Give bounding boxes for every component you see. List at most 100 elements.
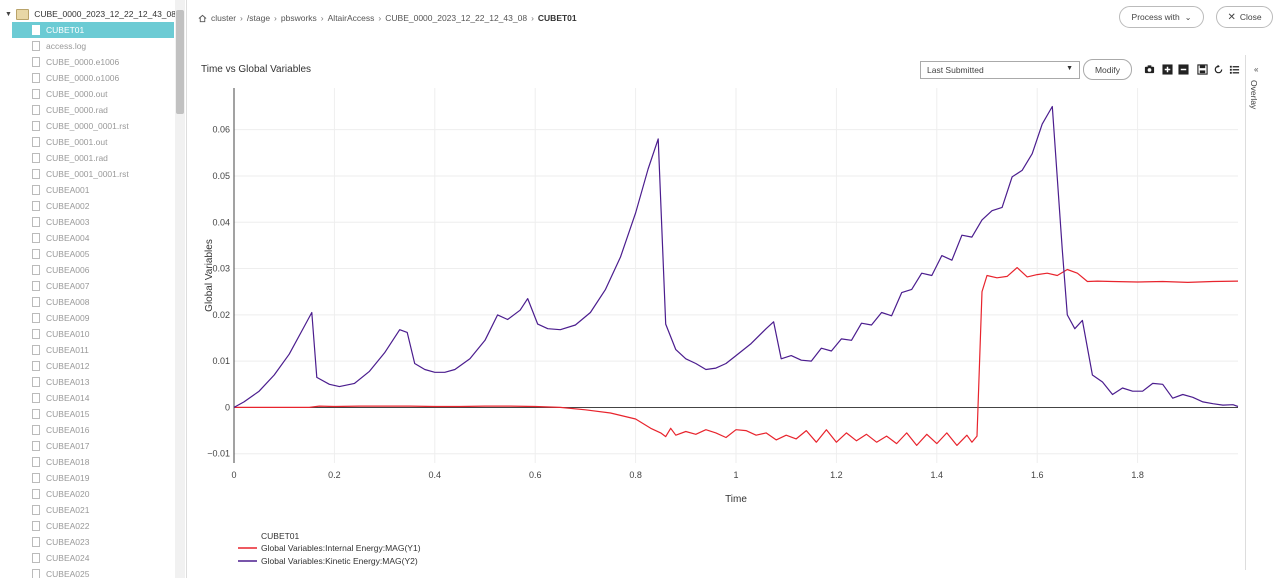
tree-file-item[interactable]: CUBEA024: [0, 550, 176, 566]
tree-file-item[interactable]: CUBEA025: [0, 566, 176, 578]
tree-root-folder[interactable]: ▼ CUBE_0000_2023_12_22_12_43_08: [0, 6, 176, 22]
file-icon: [32, 553, 40, 563]
breadcrumb-item[interactable]: CUBE_0000_2023_12_22_12_43_08: [385, 13, 528, 23]
file-icon: [32, 121, 40, 131]
tree-file-label: CUBEA010: [46, 329, 90, 339]
tree-file-item[interactable]: CUBEA022: [0, 518, 176, 534]
file-icon: [32, 169, 40, 179]
tree-file-item[interactable]: CUBEA019: [0, 470, 176, 486]
file-icon: [32, 137, 40, 147]
process-with-label: Process with: [1131, 12, 1180, 22]
file-icon: [32, 393, 40, 403]
tree-file-item[interactable]: CUBET01: [12, 22, 174, 38]
file-icon: [32, 57, 40, 67]
tree-file-label: CUBEA014: [46, 393, 90, 403]
tree-file-item[interactable]: CUBEA012: [0, 358, 176, 374]
chevron-down-icon: ⌄: [1184, 12, 1192, 22]
tree-file-item[interactable]: CUBEA002: [0, 198, 176, 214]
tree-file-label: CUBEA007: [46, 281, 90, 291]
tree-file-item[interactable]: CUBEA008: [0, 294, 176, 310]
tree-file-item[interactable]: CUBEA015: [0, 406, 176, 422]
tree-file-item[interactable]: CUBE_0000.e1006: [0, 54, 176, 70]
file-tree: ▼ CUBE_0000_2023_12_22_12_43_08 CUBET01 a…: [0, 6, 176, 578]
tree-file-item[interactable]: CUBEA001: [0, 182, 176, 198]
tree-file-item[interactable]: CUBE_0001.out: [0, 134, 176, 150]
tree-file-item[interactable]: CUBEA011: [0, 342, 176, 358]
breadcrumb-item[interactable]: AltairAccess: [327, 13, 375, 23]
camera-icon[interactable]: [1144, 64, 1155, 75]
y-tick-label: −0.01: [207, 449, 230, 459]
chevron-left-icon[interactable]: «: [1254, 65, 1259, 74]
tree-file-label: CUBEA013: [46, 377, 90, 387]
file-icon: [32, 361, 40, 371]
scrollbar-thumb[interactable]: [176, 10, 184, 114]
tree-file-item[interactable]: CUBEA010: [0, 326, 176, 342]
home-icon[interactable]: [198, 14, 207, 23]
tree-file-label: CUBE_0000.out: [46, 89, 108, 99]
save-icon[interactable]: [1197, 64, 1208, 75]
breadcrumb-separator: ›: [320, 13, 324, 23]
breadcrumb-item[interactable]: cluster: [211, 13, 237, 23]
tree-file-item[interactable]: CUBE_0000.out: [0, 86, 176, 102]
tree-file-label: CUBEA020: [46, 489, 90, 499]
tree-file-label: CUBEA017: [46, 441, 90, 451]
tree-file-item[interactable]: CUBEA006: [0, 262, 176, 278]
tree-file-label: CUBEA016: [46, 425, 90, 435]
file-icon: [32, 281, 40, 291]
file-icon: [32, 105, 40, 115]
tree-file-item[interactable]: CUBEA009: [0, 310, 176, 326]
tree-file-item[interactable]: CUBE_0000.rad: [0, 102, 176, 118]
breadcrumb-item[interactable]: pbsworks: [280, 13, 317, 23]
tree-file-item[interactable]: CUBE_0001_0001.rst: [0, 166, 176, 182]
tree-file-item[interactable]: CUBE_0001.rad: [0, 150, 176, 166]
tree-file-item[interactable]: CUBEA021: [0, 502, 176, 518]
tree-root-label: CUBE_0000_2023_12_22_12_43_08: [34, 9, 176, 19]
y-tick-label: 0.05: [212, 171, 230, 181]
tree-file-label: CUBE_0000.o1006: [46, 73, 120, 83]
kinetic-energy-series-line: [233, 105, 1239, 408]
tree-file-item[interactable]: CUBEA014: [0, 390, 176, 406]
tree-file-item[interactable]: CUBEA013: [0, 374, 176, 390]
tree-file-label: CUBEA012: [46, 361, 90, 371]
modify-button[interactable]: Modify: [1083, 59, 1132, 80]
y-tick-label: 0.03: [212, 264, 230, 274]
sidebar-scrollbar[interactable]: [175, 0, 185, 578]
close-icon: ✕: [1227, 11, 1236, 23]
close-button[interactable]: ✕ Close: [1216, 6, 1273, 28]
reset-icon[interactable]: [1213, 64, 1224, 75]
breadcrumb-item[interactable]: /stage: [246, 13, 271, 23]
process-with-button[interactable]: Process with ⌄: [1119, 6, 1204, 28]
tree-file-item[interactable]: CUBEA018: [0, 454, 176, 470]
tree-file-item[interactable]: CUBEA004: [0, 230, 176, 246]
tree-file-item[interactable]: CUBEA016: [0, 422, 176, 438]
submission-select[interactable]: Last Submitted ▼: [920, 61, 1080, 79]
file-icon: [32, 89, 40, 99]
overlay-label[interactable]: Overlay: [1249, 80, 1259, 110]
file-icon: [32, 345, 40, 355]
file-icon: [32, 265, 40, 275]
file-icon: [32, 569, 40, 578]
tree-file-item[interactable]: CUBE_0000_0001.rst: [0, 118, 176, 134]
tree-file-item[interactable]: CUBEA023: [0, 534, 176, 550]
x-tick-label: 0.4: [429, 470, 442, 480]
folder-icon: [15, 8, 30, 20]
overlay-panel-tab[interactable]: [1245, 55, 1272, 570]
file-icon: [32, 473, 40, 483]
list-icon[interactable]: [1229, 64, 1240, 75]
tree-file-item[interactable]: CUBEA007: [0, 278, 176, 294]
zoom-in-icon[interactable]: [1162, 64, 1173, 75]
tree-file-item[interactable]: CUBEA003: [0, 214, 176, 230]
caret-down-icon[interactable]: ▼: [5, 10, 12, 18]
tree-file-item[interactable]: access.log: [0, 38, 176, 54]
zoom-out-icon[interactable]: [1178, 64, 1189, 75]
file-icon: [32, 441, 40, 451]
tree-file-label: CUBE_0001.rad: [46, 153, 108, 163]
close-label: Close: [1239, 12, 1262, 22]
tree-file-item[interactable]: CUBEA017: [0, 438, 176, 454]
tree-file-item[interactable]: CUBEA020: [0, 486, 176, 502]
x-tick-label: 0.8: [629, 470, 642, 480]
tree-file-item[interactable]: CUBE_0000.o1006: [0, 70, 176, 86]
tree-file-item[interactable]: CUBEA005: [0, 246, 176, 262]
breadcrumb-separator: ›: [531, 13, 534, 23]
